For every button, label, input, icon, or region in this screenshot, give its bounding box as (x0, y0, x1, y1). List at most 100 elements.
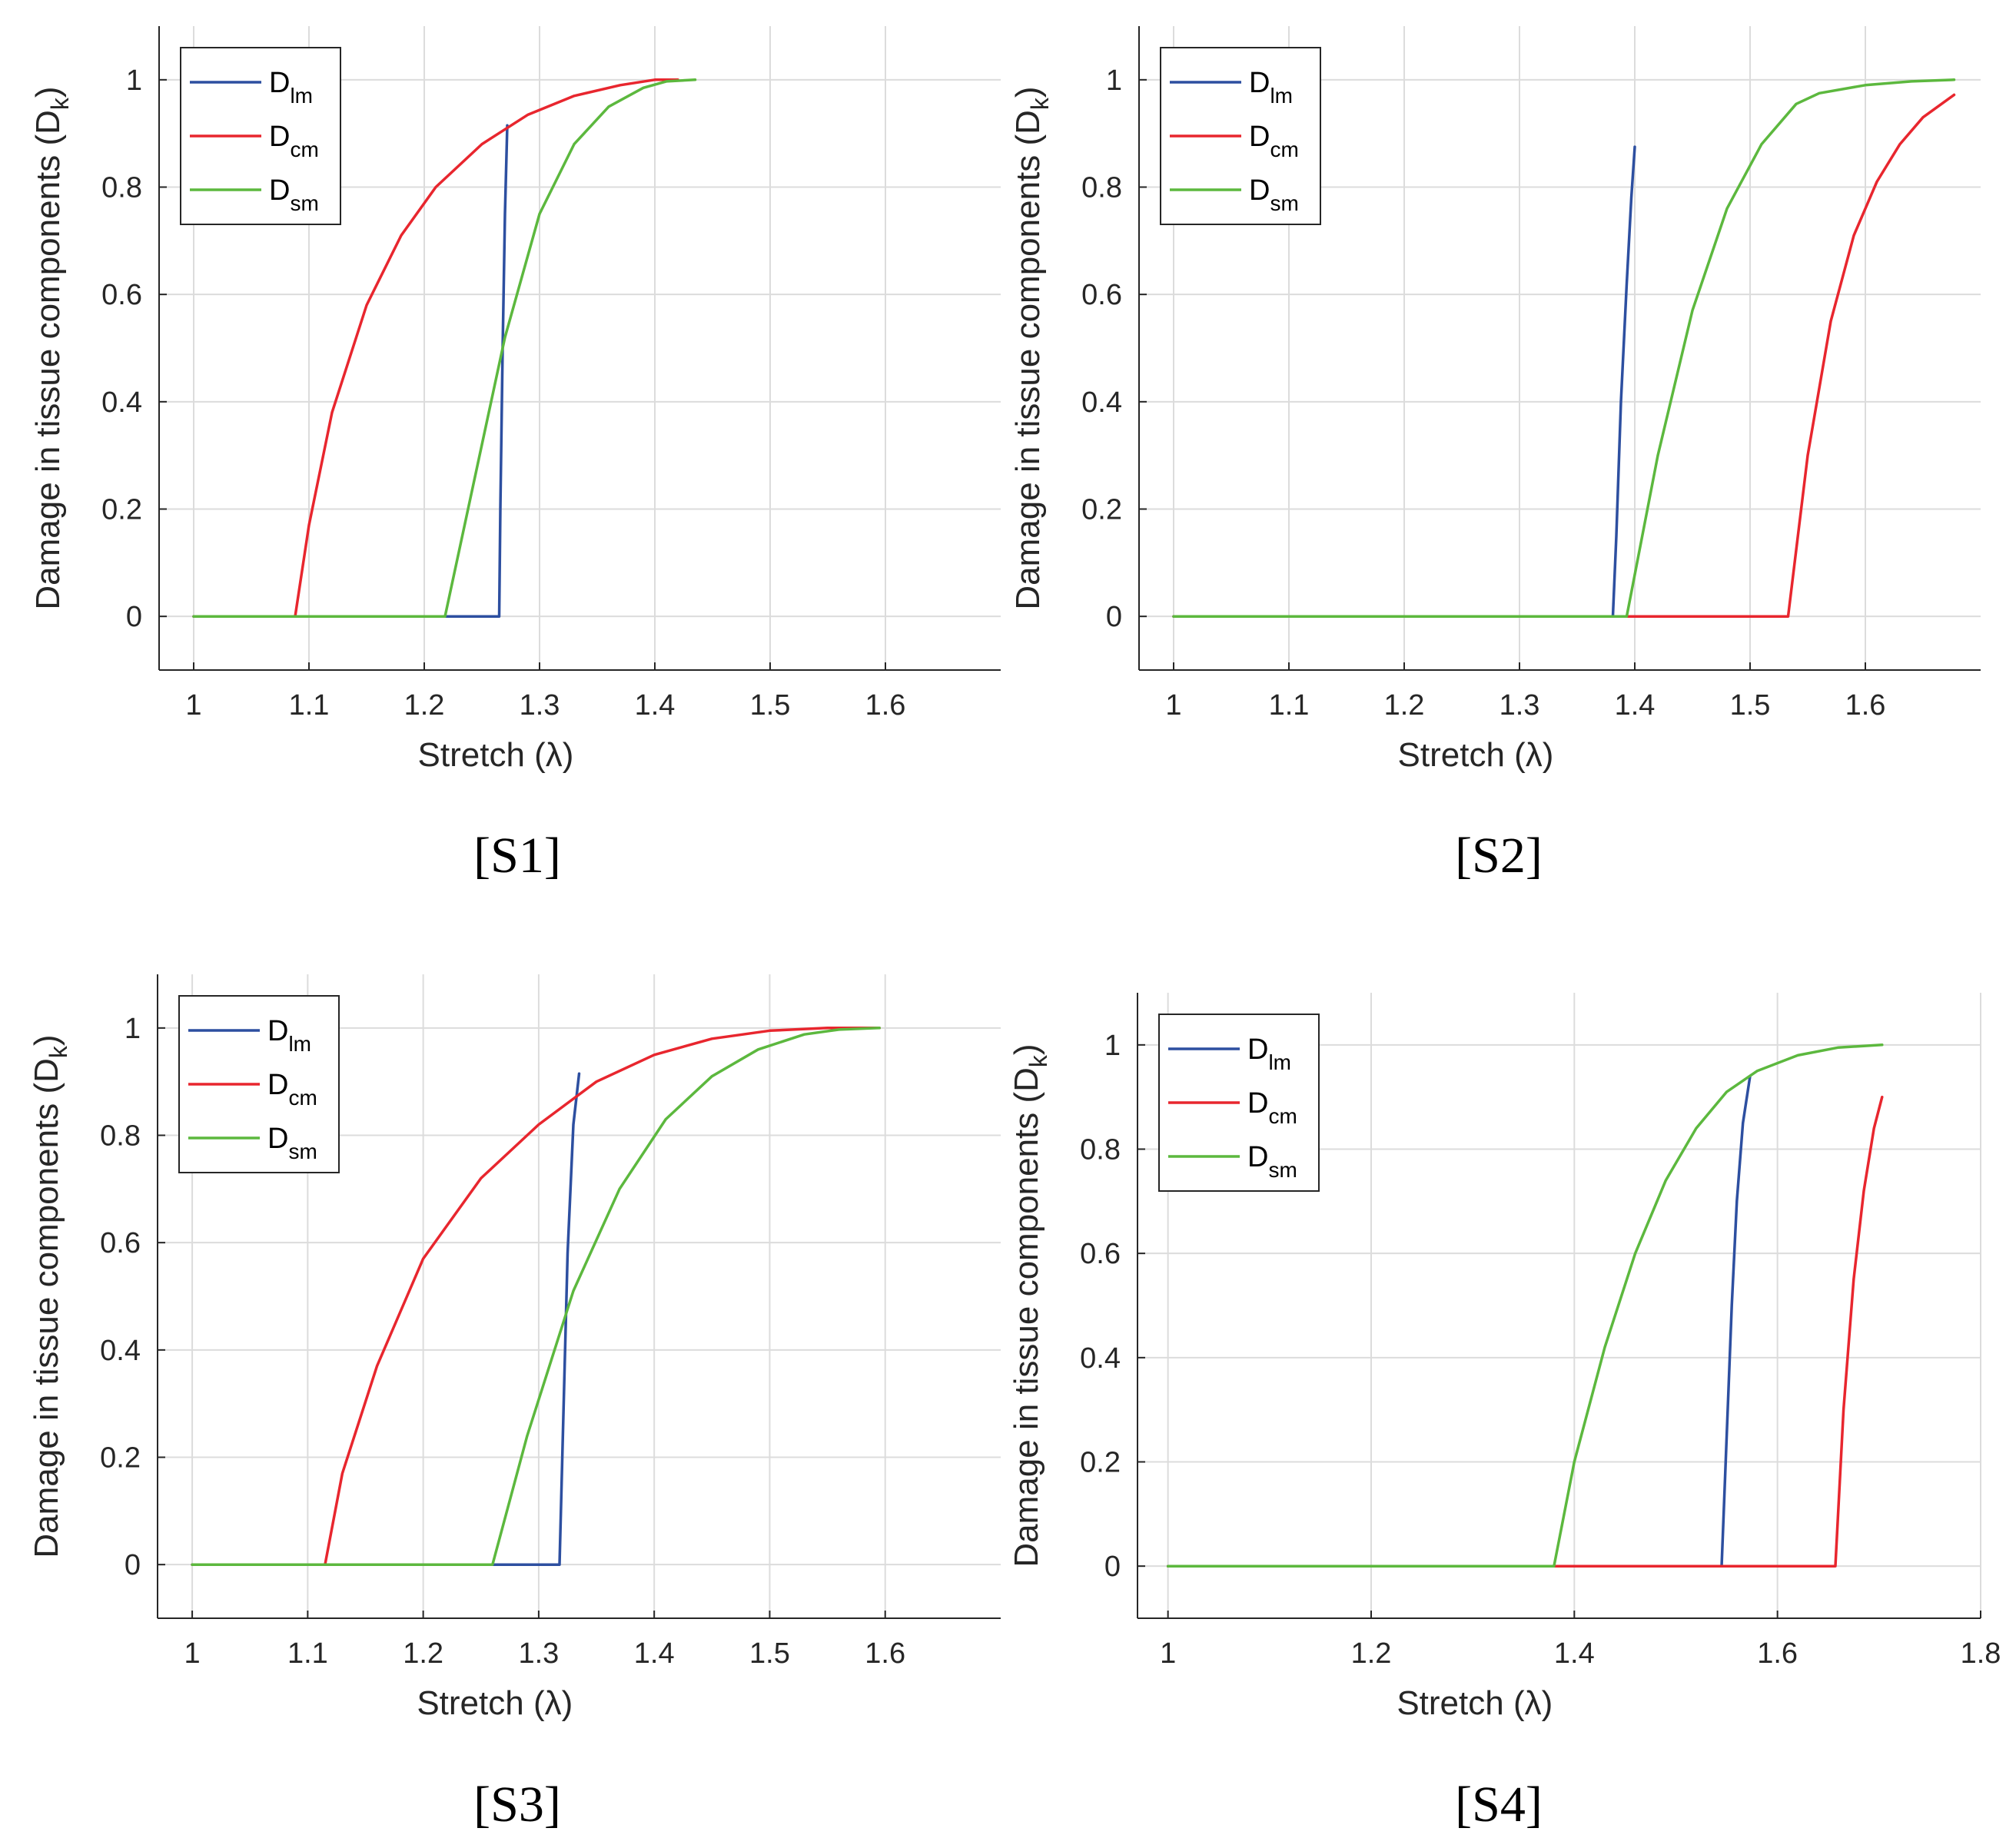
x-tick-label: 1 (1165, 689, 1181, 722)
y-axis-title-sub: k (46, 97, 74, 110)
legend-label-sub: cm (288, 1086, 317, 1110)
y-tick-label: 0.4 (100, 1335, 141, 1367)
y-axis-title-sub: k (1025, 1054, 1052, 1067)
y-axis-title: Damage in tissue components (Dk) (1009, 86, 1054, 609)
series-line-cm (1166, 1095, 1884, 1568)
legend-label-main: D (1247, 1087, 1268, 1120)
x-tick-label: 1 (185, 689, 201, 722)
y-tick-label: 1 (126, 65, 142, 97)
y-tick-label: 0.6 (101, 279, 142, 311)
y-tick-label: 0 (126, 601, 142, 633)
series-line-lm (191, 1072, 581, 1566)
y-tick-label: 0 (1106, 601, 1122, 633)
y-tick-label: 0.4 (1081, 387, 1122, 419)
y-tick-label: 0.6 (1081, 279, 1122, 311)
x-tick-label: 1.3 (520, 689, 560, 722)
x-tick-label: 1 (184, 1637, 201, 1670)
panel-caption: [S1] (473, 828, 561, 884)
series-line-sm (1172, 78, 1956, 618)
legend-label-main: D (269, 121, 290, 153)
y-tick-label: 0.2 (1080, 1447, 1121, 1479)
y-axis-title-main: Damage in tissue components (D (1009, 110, 1047, 610)
legend-label-lm: Dlm (1247, 1033, 1291, 1074)
legend-label-lm: Dlm (269, 67, 313, 108)
x-tick-label: 1.3 (518, 1637, 559, 1670)
series-line-cm (1172, 93, 1956, 618)
x-tick-label: 1.2 (403, 1637, 443, 1670)
legend-label-sub: sm (1270, 191, 1298, 215)
x-axis-title: Stretch (λ) (418, 736, 574, 774)
x-tick-label: 1.2 (404, 689, 445, 722)
legend-label-sm: Dsm (267, 1123, 317, 1163)
x-tick-label: 1.4 (634, 1637, 675, 1670)
legend-label-lm: Dlm (1249, 67, 1293, 108)
y-axis-title-sub: k (45, 1045, 72, 1058)
legend-label-sub: lm (288, 1032, 311, 1056)
x-axis-title: Stretch (λ) (1397, 1684, 1553, 1722)
y-axis-title-close: ) (29, 86, 67, 98)
x-tick-label: 1.5 (750, 689, 791, 722)
legend-label-main: D (267, 1069, 288, 1101)
x-tick-label: 1.6 (1757, 1637, 1798, 1670)
legend-label-sub: lm (1270, 84, 1293, 108)
x-tick-label: 1.5 (749, 1637, 790, 1670)
x-tick-label: 1.2 (1384, 689, 1425, 722)
chart-panel-4: 1 1.2 1.4 1.6 1.8 0 0.2 0.4 0.6 0.8 1 Stretch (λ) Da… (1008, 993, 2001, 1833)
panel-caption: [S4] (1455, 1777, 1543, 1833)
y-axis-title: Damage in tissue components (Dk) (1008, 1043, 1052, 1567)
x-tick-label: 1.6 (865, 1637, 905, 1670)
legend-label-cm: Dcm (269, 121, 319, 161)
y-axis-title-close: ) (28, 1034, 65, 1046)
series-line-sm (191, 1027, 881, 1566)
y-axis-title-sub: k (1026, 97, 1054, 110)
x-tick-label: 1.1 (287, 1637, 328, 1670)
y-axis-title-main: Damage in tissue components (D (1008, 1067, 1045, 1568)
y-tick-label: 0.2 (101, 494, 142, 526)
y-tick-label: 1 (1106, 65, 1122, 97)
x-axis-title: Stretch (λ) (417, 1684, 573, 1722)
x-tick-label: 1.1 (1269, 689, 1310, 722)
series-line-cm (192, 78, 679, 618)
y-axis-title-close: ) (1009, 86, 1047, 98)
legend-label-main: D (1249, 121, 1270, 153)
panel-caption: [S3] (473, 1777, 561, 1833)
y-tick-label: 0.8 (1080, 1134, 1121, 1166)
legend-label-sub: lm (290, 84, 313, 108)
legend-label-main: D (267, 1015, 288, 1047)
chart-panel-3: 1 1.1 1.2 1.3 1.4 1.5 1.6 0 0.2 0.4 0.6 0.8 1 Stretch… (28, 974, 1001, 1833)
y-tick-label: 0.8 (1081, 172, 1122, 204)
y-tick-label: 0.4 (101, 387, 142, 419)
series-line-sm (192, 78, 697, 618)
y-tick-label: 0 (125, 1549, 141, 1581)
legend-label-cm: Dcm (1249, 121, 1299, 161)
series-line-sm (1166, 1043, 1884, 1568)
chart-panel-1: 1 1.1 1.2 1.3 1.4 1.5 1.6 0 0.2 0.4 0.6 0.8 1 Stretch… (29, 26, 1001, 884)
y-tick-label: 0.8 (101, 172, 142, 204)
legend-label-sub: cm (1270, 138, 1298, 161)
y-tick-label: 0.2 (1081, 494, 1122, 526)
legend-label-sm: Dsm (1249, 174, 1299, 215)
legend-label-sub: lm (1268, 1050, 1291, 1074)
x-tick-label: 1.6 (1845, 689, 1886, 722)
panel-caption: [S2] (1455, 828, 1543, 884)
legend-label-sub: sm (290, 191, 318, 215)
legend-label-sub: cm (1268, 1104, 1297, 1128)
legend-label-sub: sm (288, 1140, 317, 1163)
x-tick-label: 1.4 (635, 689, 676, 722)
legend-label-main: D (267, 1123, 288, 1155)
y-axis-title-main: Damage in tissue components (D (28, 1058, 65, 1558)
x-axis-title: Stretch (λ) (1398, 736, 1554, 774)
legend-label-main: D (1249, 67, 1270, 99)
legend-label-main: D (1247, 1141, 1268, 1173)
y-tick-label: 0.2 (100, 1442, 141, 1475)
legend-label-cm: Dcm (267, 1069, 317, 1110)
legend-label-sub: sm (1268, 1158, 1297, 1182)
legend-label-main: D (1249, 174, 1270, 207)
y-tick-label: 1 (125, 1013, 141, 1045)
x-tick-label: 1.2 (1351, 1637, 1392, 1670)
x-tick-label: 1.1 (289, 689, 330, 722)
x-tick-label: 1.4 (1615, 689, 1656, 722)
legend-label-main: D (1247, 1033, 1268, 1066)
x-tick-label: 1 (1160, 1637, 1176, 1670)
